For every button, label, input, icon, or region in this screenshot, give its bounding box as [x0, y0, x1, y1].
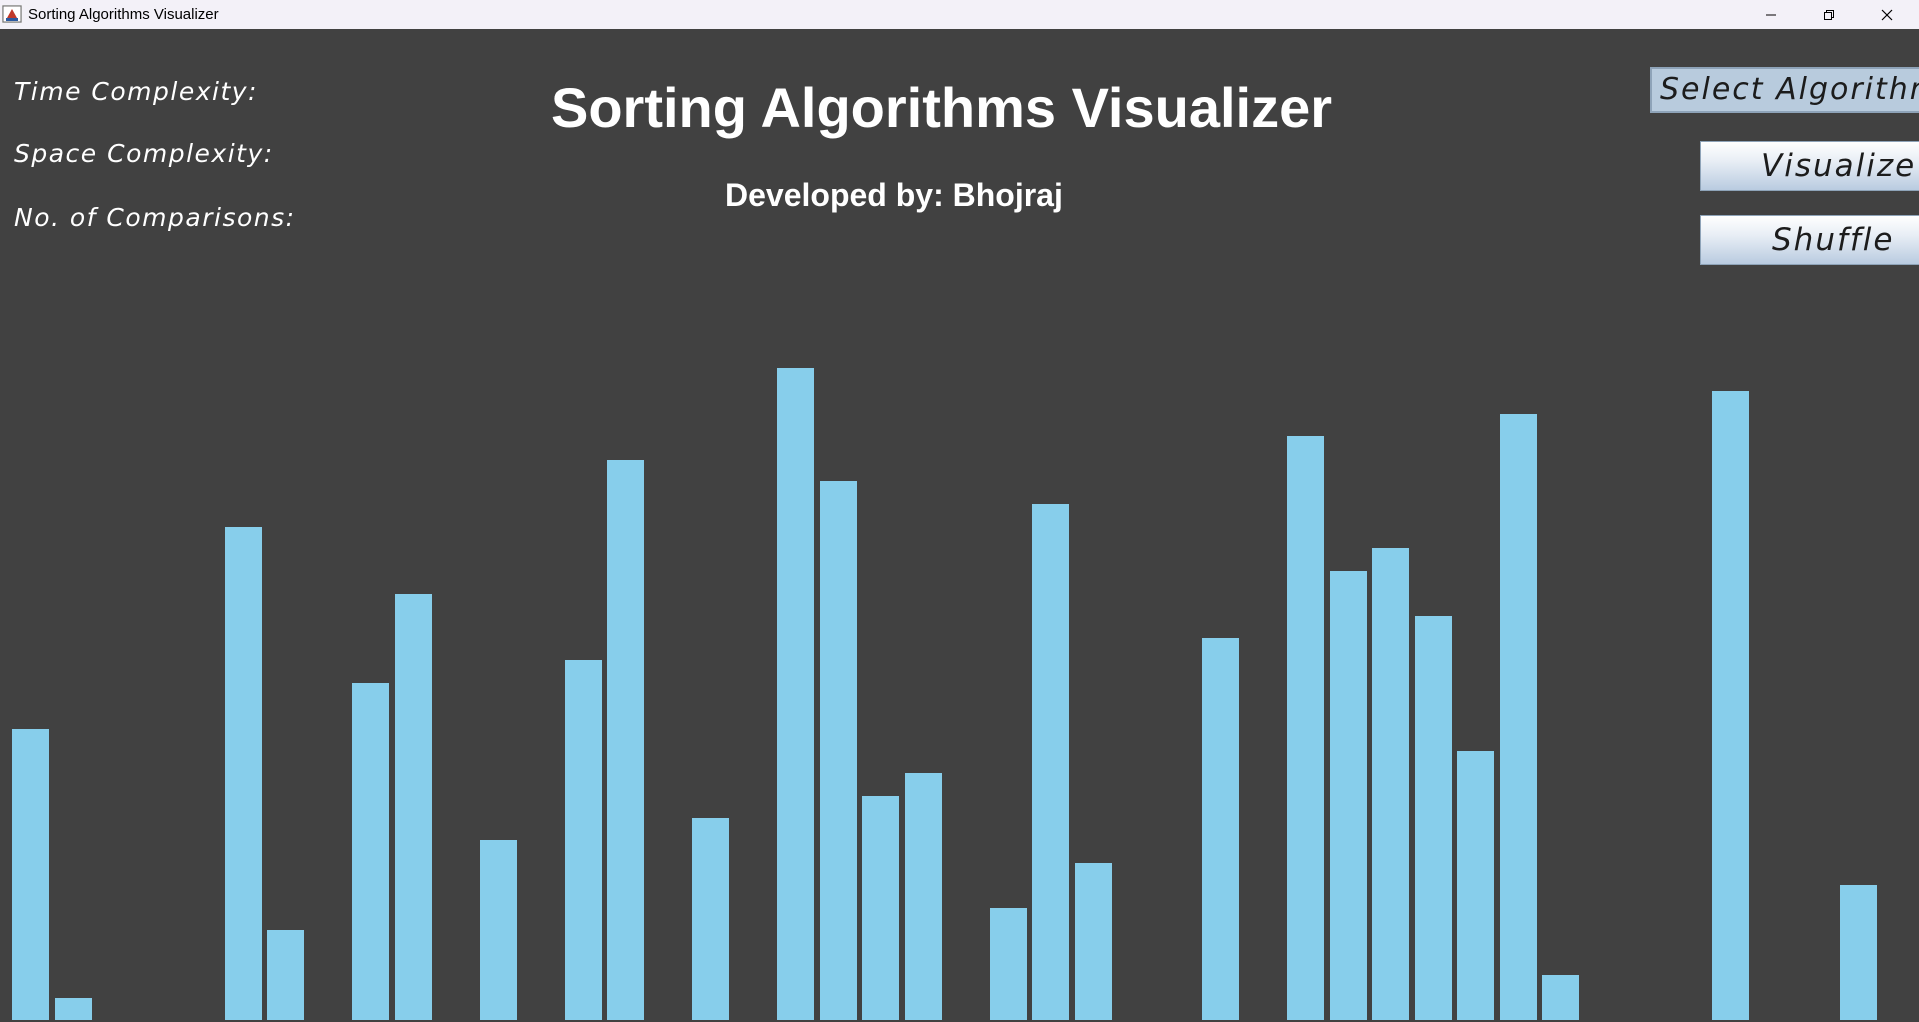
- visualizer-panel: Time Complexity: Space Complexity: No. o…: [0, 29, 1919, 1022]
- developer-credit: Developed by: Bhojraj: [725, 177, 1063, 213]
- array-bar: [1075, 863, 1112, 1020]
- minimize-button[interactable]: [1742, 0, 1800, 29]
- close-icon: [1881, 9, 1893, 20]
- array-bar: [777, 368, 814, 1020]
- array-bar: [480, 840, 517, 1020]
- restore-button[interactable]: [1800, 0, 1858, 29]
- array-bar: [1372, 548, 1409, 1020]
- array-bar: [12, 729, 49, 1020]
- title-bar[interactable]: Sorting Algorithms Visualizer: [0, 0, 1919, 29]
- array-bar: [1032, 504, 1069, 1020]
- algorithm-select[interactable]: Select Algorithm: [1650, 67, 1919, 113]
- minimize-icon: [1766, 14, 1776, 15]
- array-bar: [267, 930, 304, 1020]
- array-bar: [55, 998, 92, 1020]
- array-bar: [565, 660, 602, 1020]
- array-bar: [1202, 638, 1239, 1020]
- array-bar: [1500, 414, 1537, 1020]
- time-complexity-label: Time Complexity:: [14, 77, 258, 106]
- array-bar: [352, 683, 389, 1020]
- space-complexity-label: Space Complexity:: [14, 139, 274, 168]
- array-bar: [862, 796, 899, 1020]
- array-bar: [607, 460, 644, 1020]
- window-title: Sorting Algorithms Visualizer: [28, 6, 219, 23]
- array-bar: [395, 594, 432, 1020]
- visualize-button[interactable]: Visualize: [1700, 141, 1919, 191]
- array-bar: [820, 481, 857, 1020]
- array-bar: [905, 773, 942, 1020]
- array-bar: [1840, 885, 1877, 1020]
- array-bar: [1287, 436, 1324, 1020]
- java-app-icon: [2, 5, 22, 23]
- array-bar: [1457, 751, 1494, 1020]
- array-bar: [1542, 975, 1579, 1020]
- shuffle-button-label: Shuffle: [1772, 222, 1895, 258]
- array-bar: [1712, 391, 1749, 1020]
- visualize-button-label: Visualize: [1761, 148, 1917, 184]
- page-title: Sorting Algorithms Visualizer: [551, 76, 1333, 139]
- array-bar: [1330, 571, 1367, 1020]
- array-bar: [990, 908, 1027, 1020]
- comparisons-label: No. of Comparisons:: [14, 203, 296, 232]
- close-button[interactable]: [1858, 0, 1916, 29]
- shuffle-button[interactable]: Shuffle: [1700, 215, 1919, 265]
- restore-icon: [1824, 9, 1834, 20]
- array-bar: [225, 527, 262, 1020]
- array-bar: [1415, 616, 1452, 1020]
- array-bar: [692, 818, 729, 1020]
